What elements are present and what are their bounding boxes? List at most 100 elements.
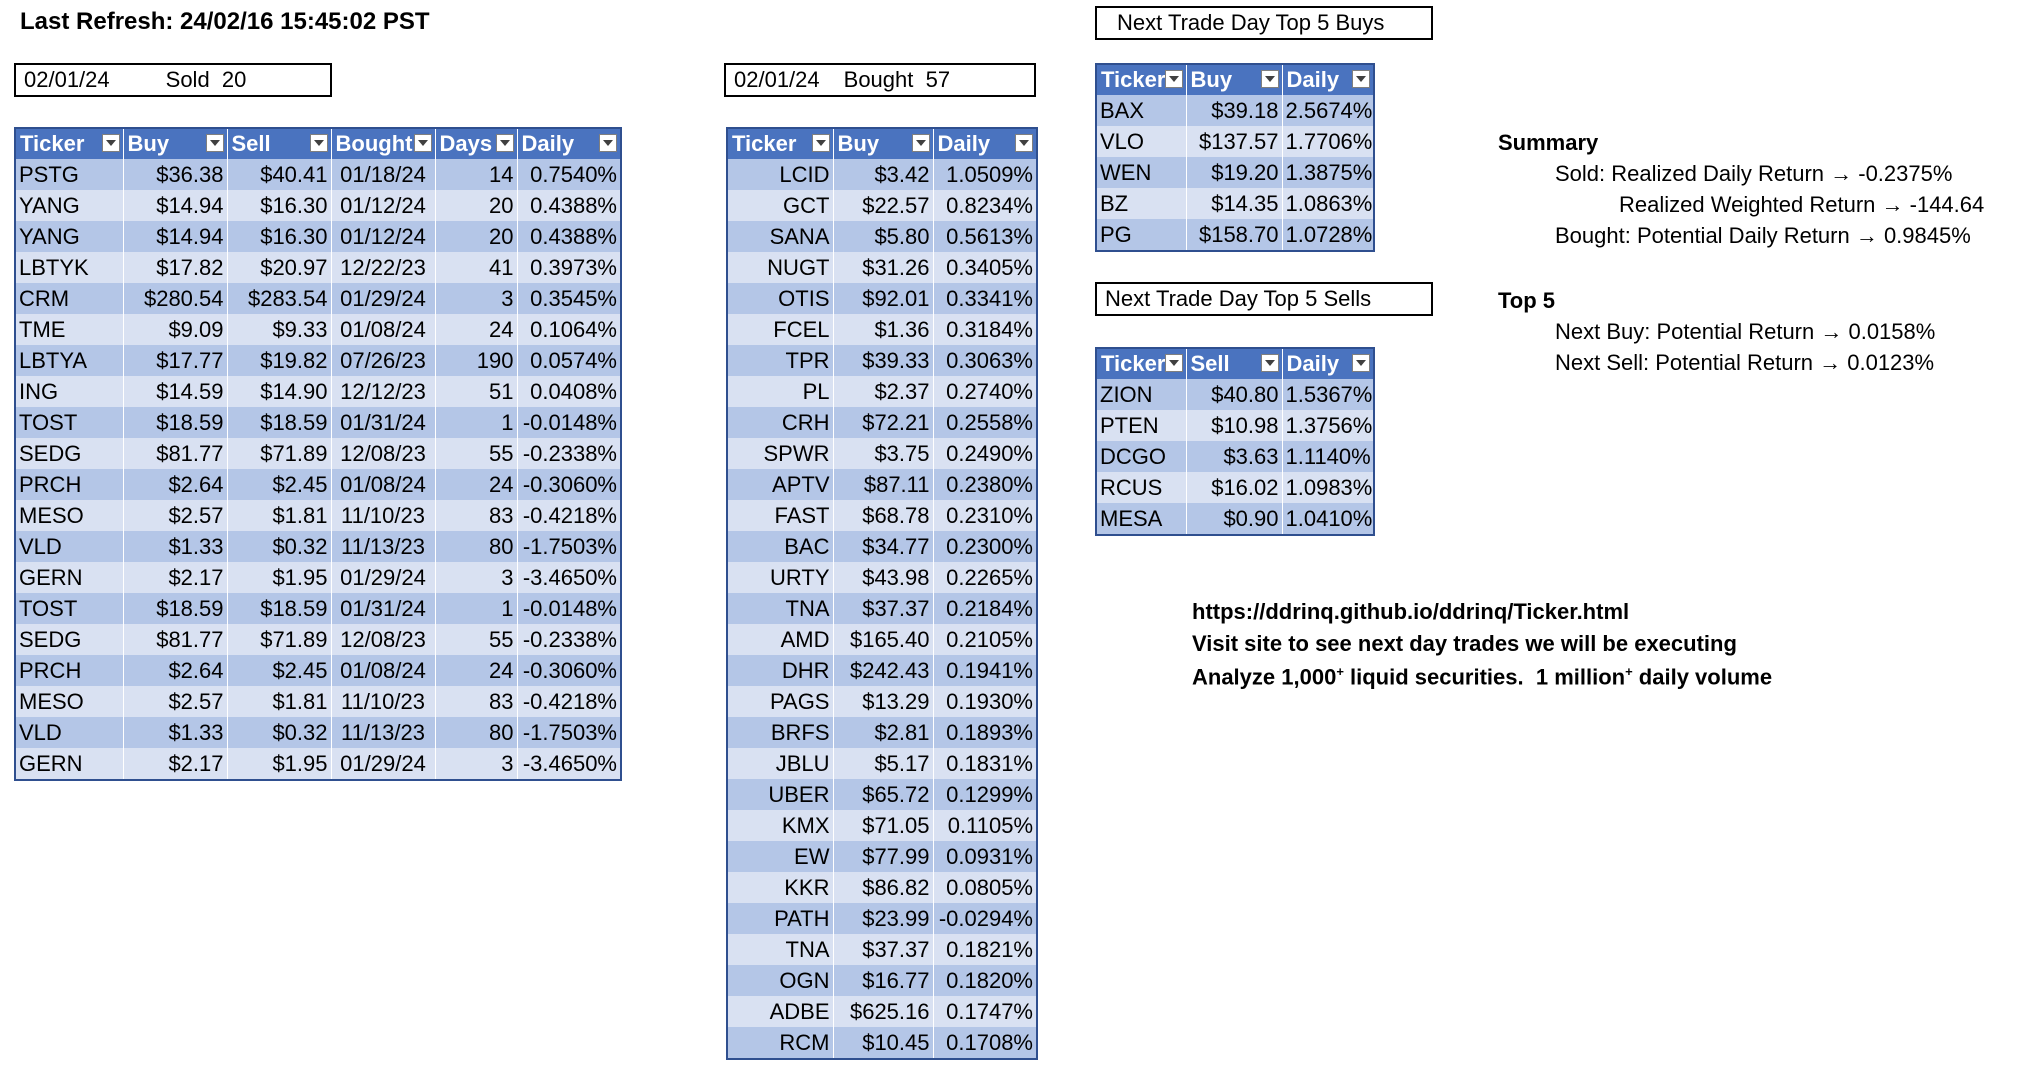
- top-sells-table: Ticker Sell Daily ZION $40.80 1.5367% PTEN $10…: [1095, 347, 1375, 536]
- bought-cell-buy: $72.21: [833, 407, 934, 438]
- sold-cell-buy: $2.17: [123, 748, 228, 780]
- table-row: EW $77.99 0.0931%: [727, 841, 1038, 872]
- sold-cell-bought: 01/31/24: [331, 407, 436, 438]
- table-row: VLO $137.57 1.7706%: [1096, 126, 1375, 157]
- top-buys-cell-ticker: WEN: [1096, 157, 1187, 188]
- sold-cell-buy: $2.57: [123, 500, 228, 531]
- sold-cell-days: 3: [435, 283, 518, 314]
- sold-cell-sell: $2.45: [227, 469, 332, 500]
- sold-cell-ticker: PRCH: [15, 469, 124, 500]
- top-sells-cell-ticker: ZION: [1096, 379, 1187, 410]
- sold-cell-sell: $2.45: [227, 655, 332, 686]
- filter-dropdown-icon[interactable]: [1164, 70, 1183, 88]
- table-row: SPWR $3.75 0.2490%: [727, 438, 1038, 469]
- table-row: FCEL $1.36 0.3184%: [727, 314, 1038, 345]
- filter-dropdown-icon[interactable]: [1352, 70, 1370, 88]
- table-row: BZ $14.35 1.0863%: [1096, 188, 1375, 219]
- sold-cell-buy: $2.17: [123, 562, 228, 593]
- top-sells-cell-daily: 1.0983%: [1282, 472, 1375, 503]
- bought-cell-daily: 0.1299%: [933, 779, 1038, 810]
- top-buys-cell-ticker: VLO: [1096, 126, 1187, 157]
- bought-cell-buy: $31.26: [833, 252, 934, 283]
- table-row: DHR $242.43 0.1941%: [727, 655, 1038, 686]
- promo-analyze-line: Analyze 1,000+ liquid securities. 1 mill…: [1192, 664, 1772, 690]
- top-buys-cell-daily: 2.5674%: [1282, 95, 1375, 126]
- top-buys-cell-buy: $14.35: [1186, 188, 1283, 219]
- top-sells-header-label: Sell: [1190, 351, 1230, 376]
- sold-cell-days: 1: [435, 593, 518, 624]
- filter-dropdown-icon[interactable]: [1260, 354, 1279, 372]
- sold-header-bought: Bought: [331, 128, 436, 159]
- top-sells-cell-ticker: MESA: [1096, 503, 1187, 535]
- sold-cell-ticker: VLD: [15, 531, 124, 562]
- filter-dropdown-icon[interactable]: [599, 134, 617, 152]
- top-sells-header-ticker: Ticker: [1096, 348, 1187, 379]
- top-buys-header-label: Buy: [1190, 67, 1233, 92]
- table-row: LBTYK $17.82 $20.97 12/22/23 41 0.3973%: [15, 252, 622, 283]
- sold-cell-buy: $1.33: [123, 531, 228, 562]
- top-buys-cell-daily: 1.3875%: [1282, 157, 1375, 188]
- table-row: TNA $37.37 0.1821%: [727, 934, 1038, 965]
- bought-cell-daily: 0.2184%: [933, 593, 1038, 624]
- bought-cell-buy: $3.75: [833, 438, 934, 469]
- filter-dropdown-icon[interactable]: [1164, 354, 1183, 372]
- sold-header-buy: Buy: [123, 128, 228, 159]
- sold-cell-daily: 0.4388%: [517, 190, 622, 221]
- table-row: YANG $14.94 $16.30 01/12/24 20 0.4388%: [15, 221, 622, 252]
- sold-cell-daily: -3.4650%: [517, 748, 622, 780]
- table-row: OTIS $92.01 0.3341%: [727, 283, 1038, 314]
- filter-dropdown-icon[interactable]: [205, 134, 224, 152]
- filter-dropdown-icon[interactable]: [911, 134, 930, 152]
- table-row: VLD $1.33 $0.32 11/13/23 80 -1.7503%: [15, 717, 622, 748]
- top-sells-cell-daily: 1.5367%: [1282, 379, 1375, 410]
- sold-cell-bought: 01/08/24: [331, 469, 436, 500]
- bought-cell-ticker: PL: [727, 376, 834, 407]
- table-row: MESO $2.57 $1.81 11/10/23 83 -0.4218%: [15, 686, 622, 717]
- sold-cell-buy: $81.77: [123, 438, 228, 469]
- sold-cell-daily: 0.7540%: [517, 159, 622, 190]
- bought-cell-ticker: KMX: [727, 810, 834, 841]
- filter-dropdown-icon[interactable]: [1352, 354, 1370, 372]
- bought-cell-buy: $34.77: [833, 531, 934, 562]
- sold-cell-daily: -0.0148%: [517, 593, 622, 624]
- sold-header-label: Bought: [335, 131, 413, 156]
- bought-cell-daily: 0.1708%: [933, 1027, 1038, 1059]
- top-sells-cell-sell: $3.63: [1186, 441, 1283, 472]
- sold-cell-sell: $40.41: [227, 159, 332, 190]
- promo-url[interactable]: https://ddrinq.github.io/ddrinq/Ticker.h…: [1192, 599, 1630, 624]
- top-sells-header-daily: Daily: [1282, 348, 1375, 379]
- bought-cell-ticker: FAST: [727, 500, 834, 531]
- top5-title: Top 5: [1498, 288, 1556, 313]
- bought-cell-ticker: FCEL: [727, 314, 834, 345]
- sold-cell-days: 1: [435, 407, 518, 438]
- bought-cell-ticker: TPR: [727, 345, 834, 376]
- sold-cell-days: 80: [435, 531, 518, 562]
- filter-dropdown-icon[interactable]: [811, 134, 830, 152]
- filter-dropdown-icon[interactable]: [1260, 70, 1279, 88]
- bought-cell-ticker: ADBE: [727, 996, 834, 1027]
- filter-dropdown-icon[interactable]: [101, 134, 120, 152]
- sold-cell-days: 190: [435, 345, 518, 376]
- filter-dropdown-icon[interactable]: [495, 134, 514, 152]
- sold-cell-days: 83: [435, 500, 518, 531]
- bought-cell-ticker: SANA: [727, 221, 834, 252]
- sold-cell-ticker: CRM: [15, 283, 124, 314]
- bought-cell-buy: $87.11: [833, 469, 934, 500]
- filter-dropdown-icon[interactable]: [1015, 134, 1033, 152]
- bought-cell-ticker: PATH: [727, 903, 834, 934]
- bought-cell-daily: 0.1105%: [933, 810, 1038, 841]
- summary-bought-line: Bought: Potential Daily Return → 0.9845%: [1555, 223, 1971, 248]
- sold-cell-ticker: TOST: [15, 593, 124, 624]
- bought-cell-buy: $92.01: [833, 283, 934, 314]
- table-row: JBLU $5.17 0.1831%: [727, 748, 1038, 779]
- sold-cell-sell: $1.81: [227, 500, 332, 531]
- table-row: WEN $19.20 1.3875%: [1096, 157, 1375, 188]
- sold-cell-sell: $0.32: [227, 531, 332, 562]
- filter-dropdown-icon[interactable]: [413, 134, 432, 152]
- sold-cell-daily: -0.2338%: [517, 438, 622, 469]
- sold-cell-daily: 0.4388%: [517, 221, 622, 252]
- bought-header-label: Ticker: [732, 131, 797, 156]
- filter-dropdown-icon[interactable]: [309, 134, 328, 152]
- top-sells-cell-sell: $10.98: [1186, 410, 1283, 441]
- sold-cell-ticker: VLD: [15, 717, 124, 748]
